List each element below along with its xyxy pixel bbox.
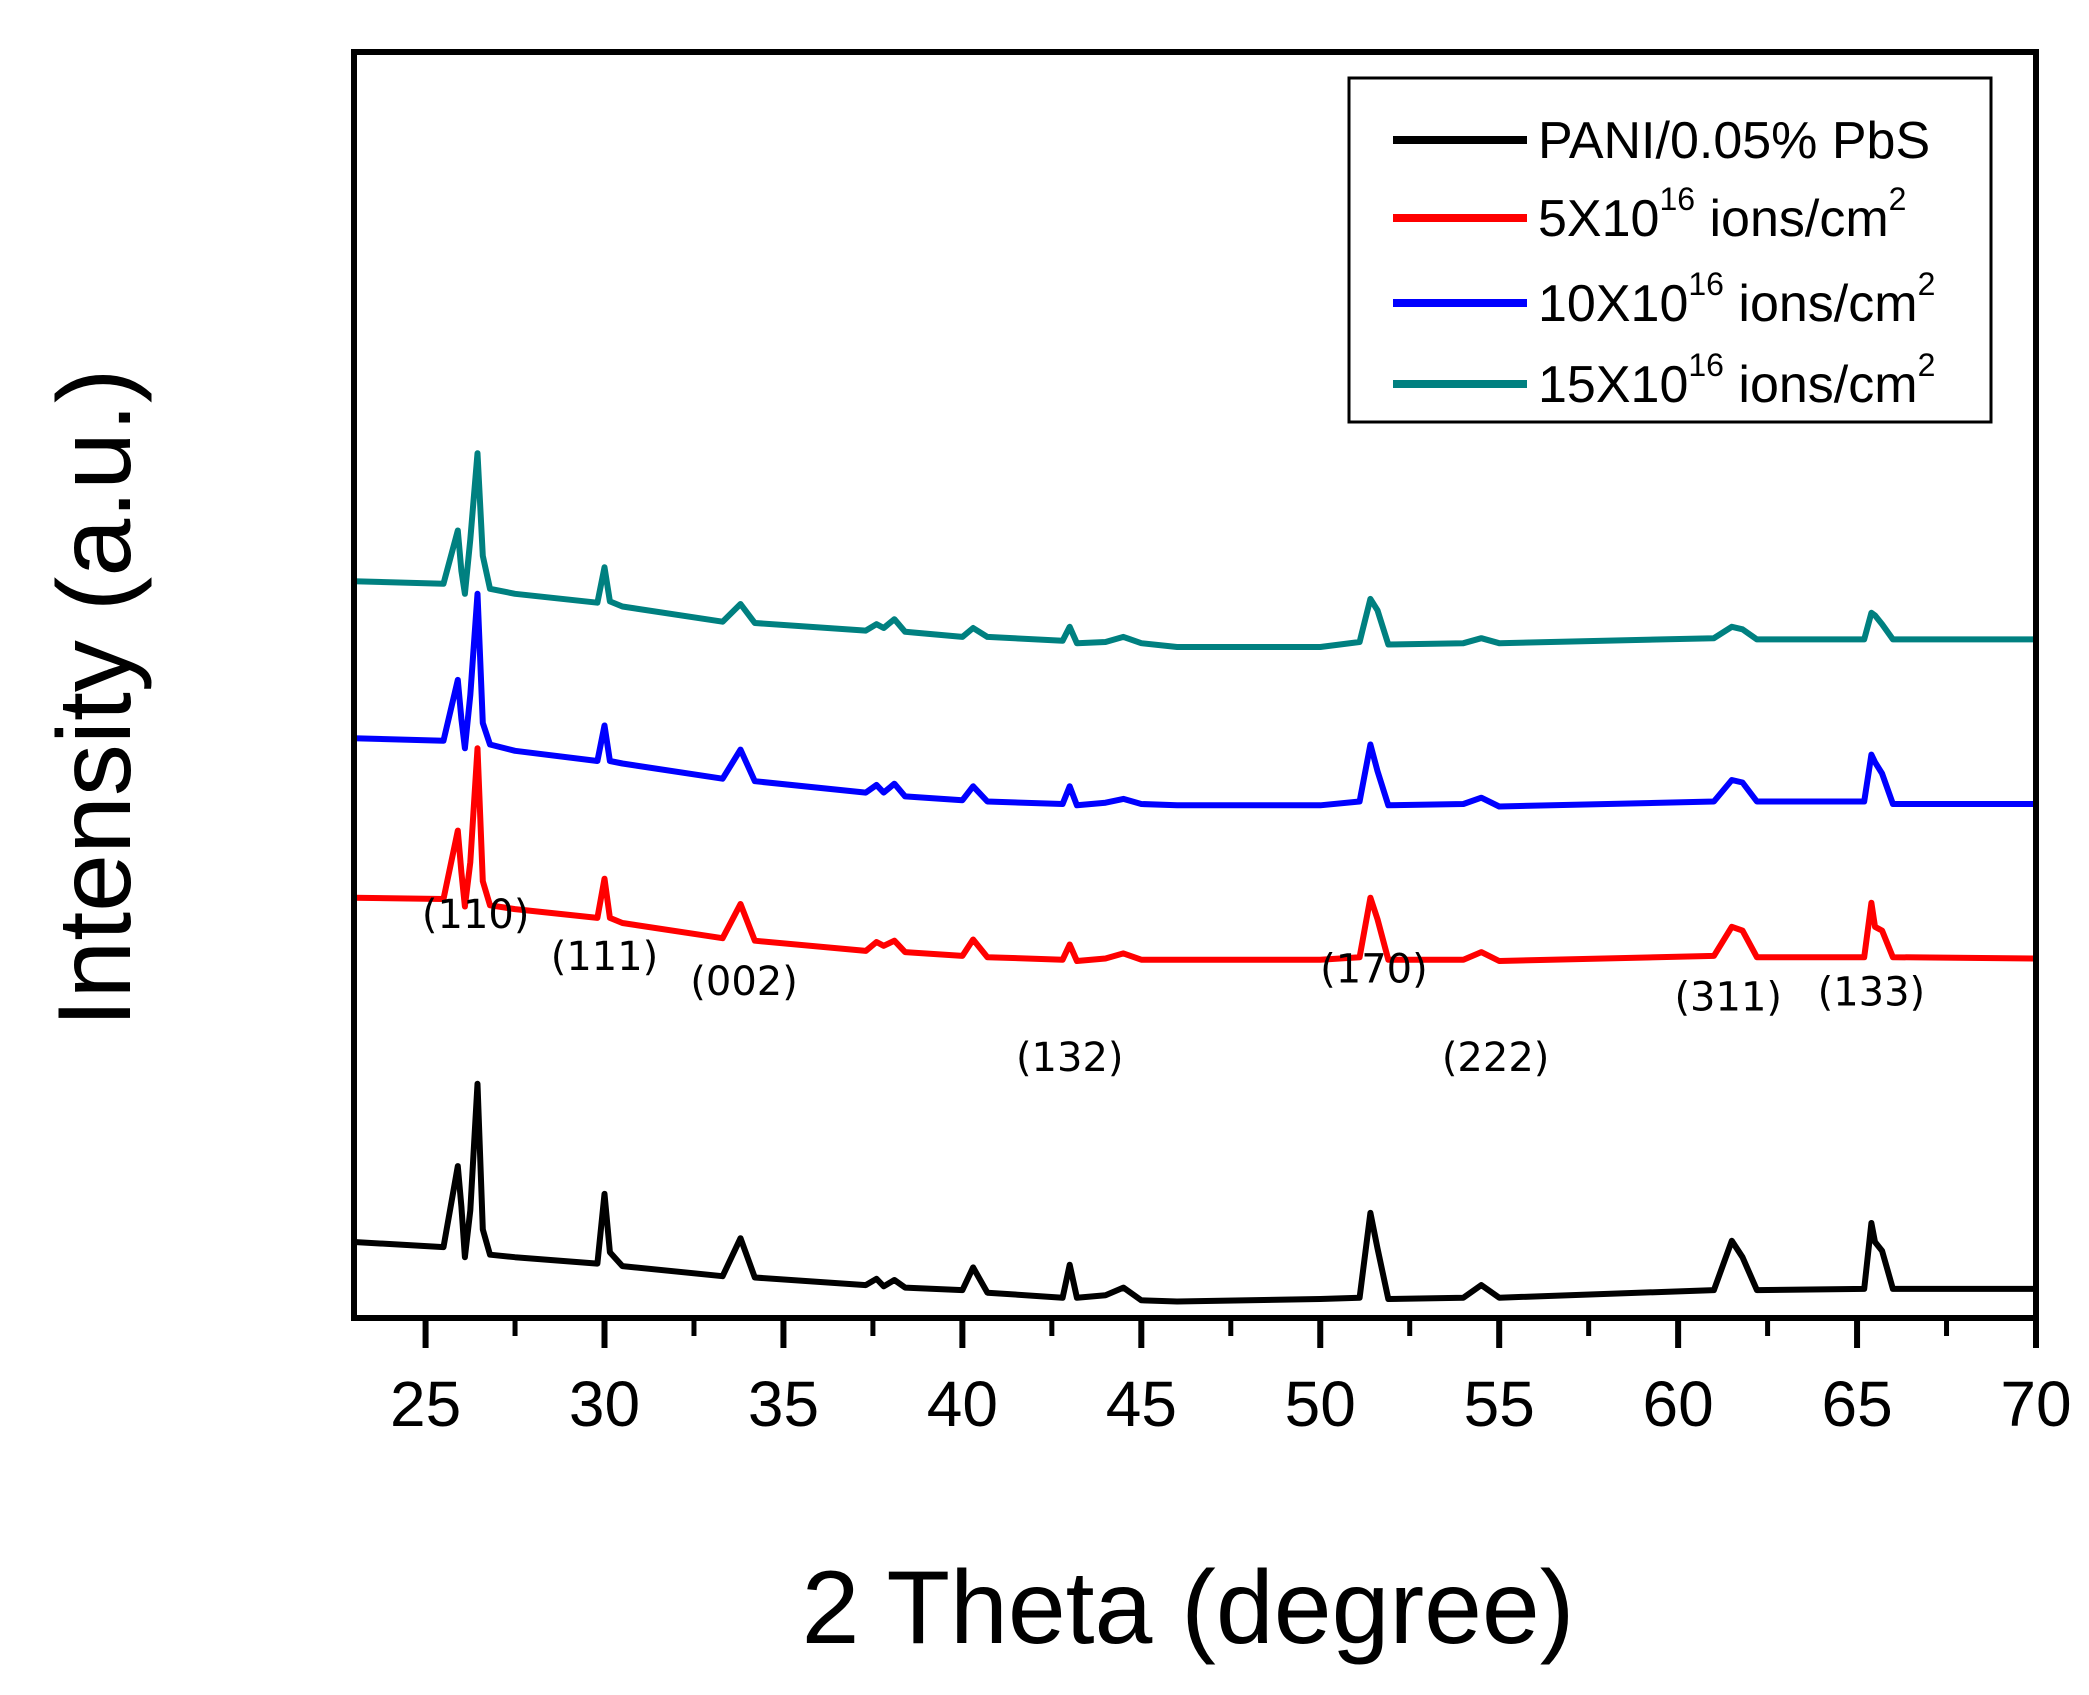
legend-item-2: 10X1016 ions/cm2 [1393,266,1935,333]
peak-label: (110) [422,892,530,938]
legend-box [1347,76,1993,424]
series-layer [351,450,2039,1305]
legend-label-1: 5X1016 ions/cm2 [1538,181,1906,248]
peak-label: (170) [1320,947,1428,993]
peak-label: (133) [1818,969,1926,1015]
x-axis-ticks: 25 30 35 40 45 50 55 60 65 70 [390,1318,2072,1440]
x-tick-label: 65 [1821,1368,1892,1440]
plot-frame [351,49,2039,1321]
legend-item-0: PANI/0.05% PbS [1393,112,1930,170]
y-axis-label: Intensity (a.u.) [37,369,153,1028]
legend-item-1: 5X1016 ions/cm2 [1393,181,1906,248]
x-tick-label: 30 [569,1368,640,1440]
x-tick-label: 60 [1643,1368,1714,1440]
x-tick-label: 35 [748,1368,819,1440]
legend-label-3: 15X1016 ions/cm2 [1538,347,1935,414]
peak-label: (222) [1442,1035,1550,1081]
peak-label: (111) [551,934,659,980]
legend-label-0: PANI/0.05% PbS [1538,112,1930,170]
x-tick-label: 40 [927,1368,998,1440]
series-line-3 [351,450,2039,650]
series-line-0 [351,1080,2039,1305]
legend-item-3: 15X1016 ions/cm2 [1393,347,1935,414]
peak-label: (002) [690,959,798,1005]
series-line-2 [351,590,2039,810]
legend: PANI/0.05% PbS 5X1016 ions/cm2 10X1016 i… [1347,76,1993,424]
x-tick-label: 45 [1106,1368,1177,1440]
series-line-1 [351,745,2039,964]
legend-label-2: 10X1016 ions/cm2 [1538,266,1935,333]
x-axis-label: 2 Theta (degree) [802,1550,1575,1666]
x-tick-label: 70 [2000,1368,2071,1440]
x-tick-label: 25 [390,1368,461,1440]
peak-labels: (110) (111) (002) (132) (170) (222) (311) (133) [422,892,1925,1081]
x-tick-label: 55 [1464,1368,1535,1440]
x-tick-label: 50 [1285,1368,1356,1440]
peak-label: (132) [1016,1035,1124,1081]
peak-label: (311) [1674,974,1782,1020]
